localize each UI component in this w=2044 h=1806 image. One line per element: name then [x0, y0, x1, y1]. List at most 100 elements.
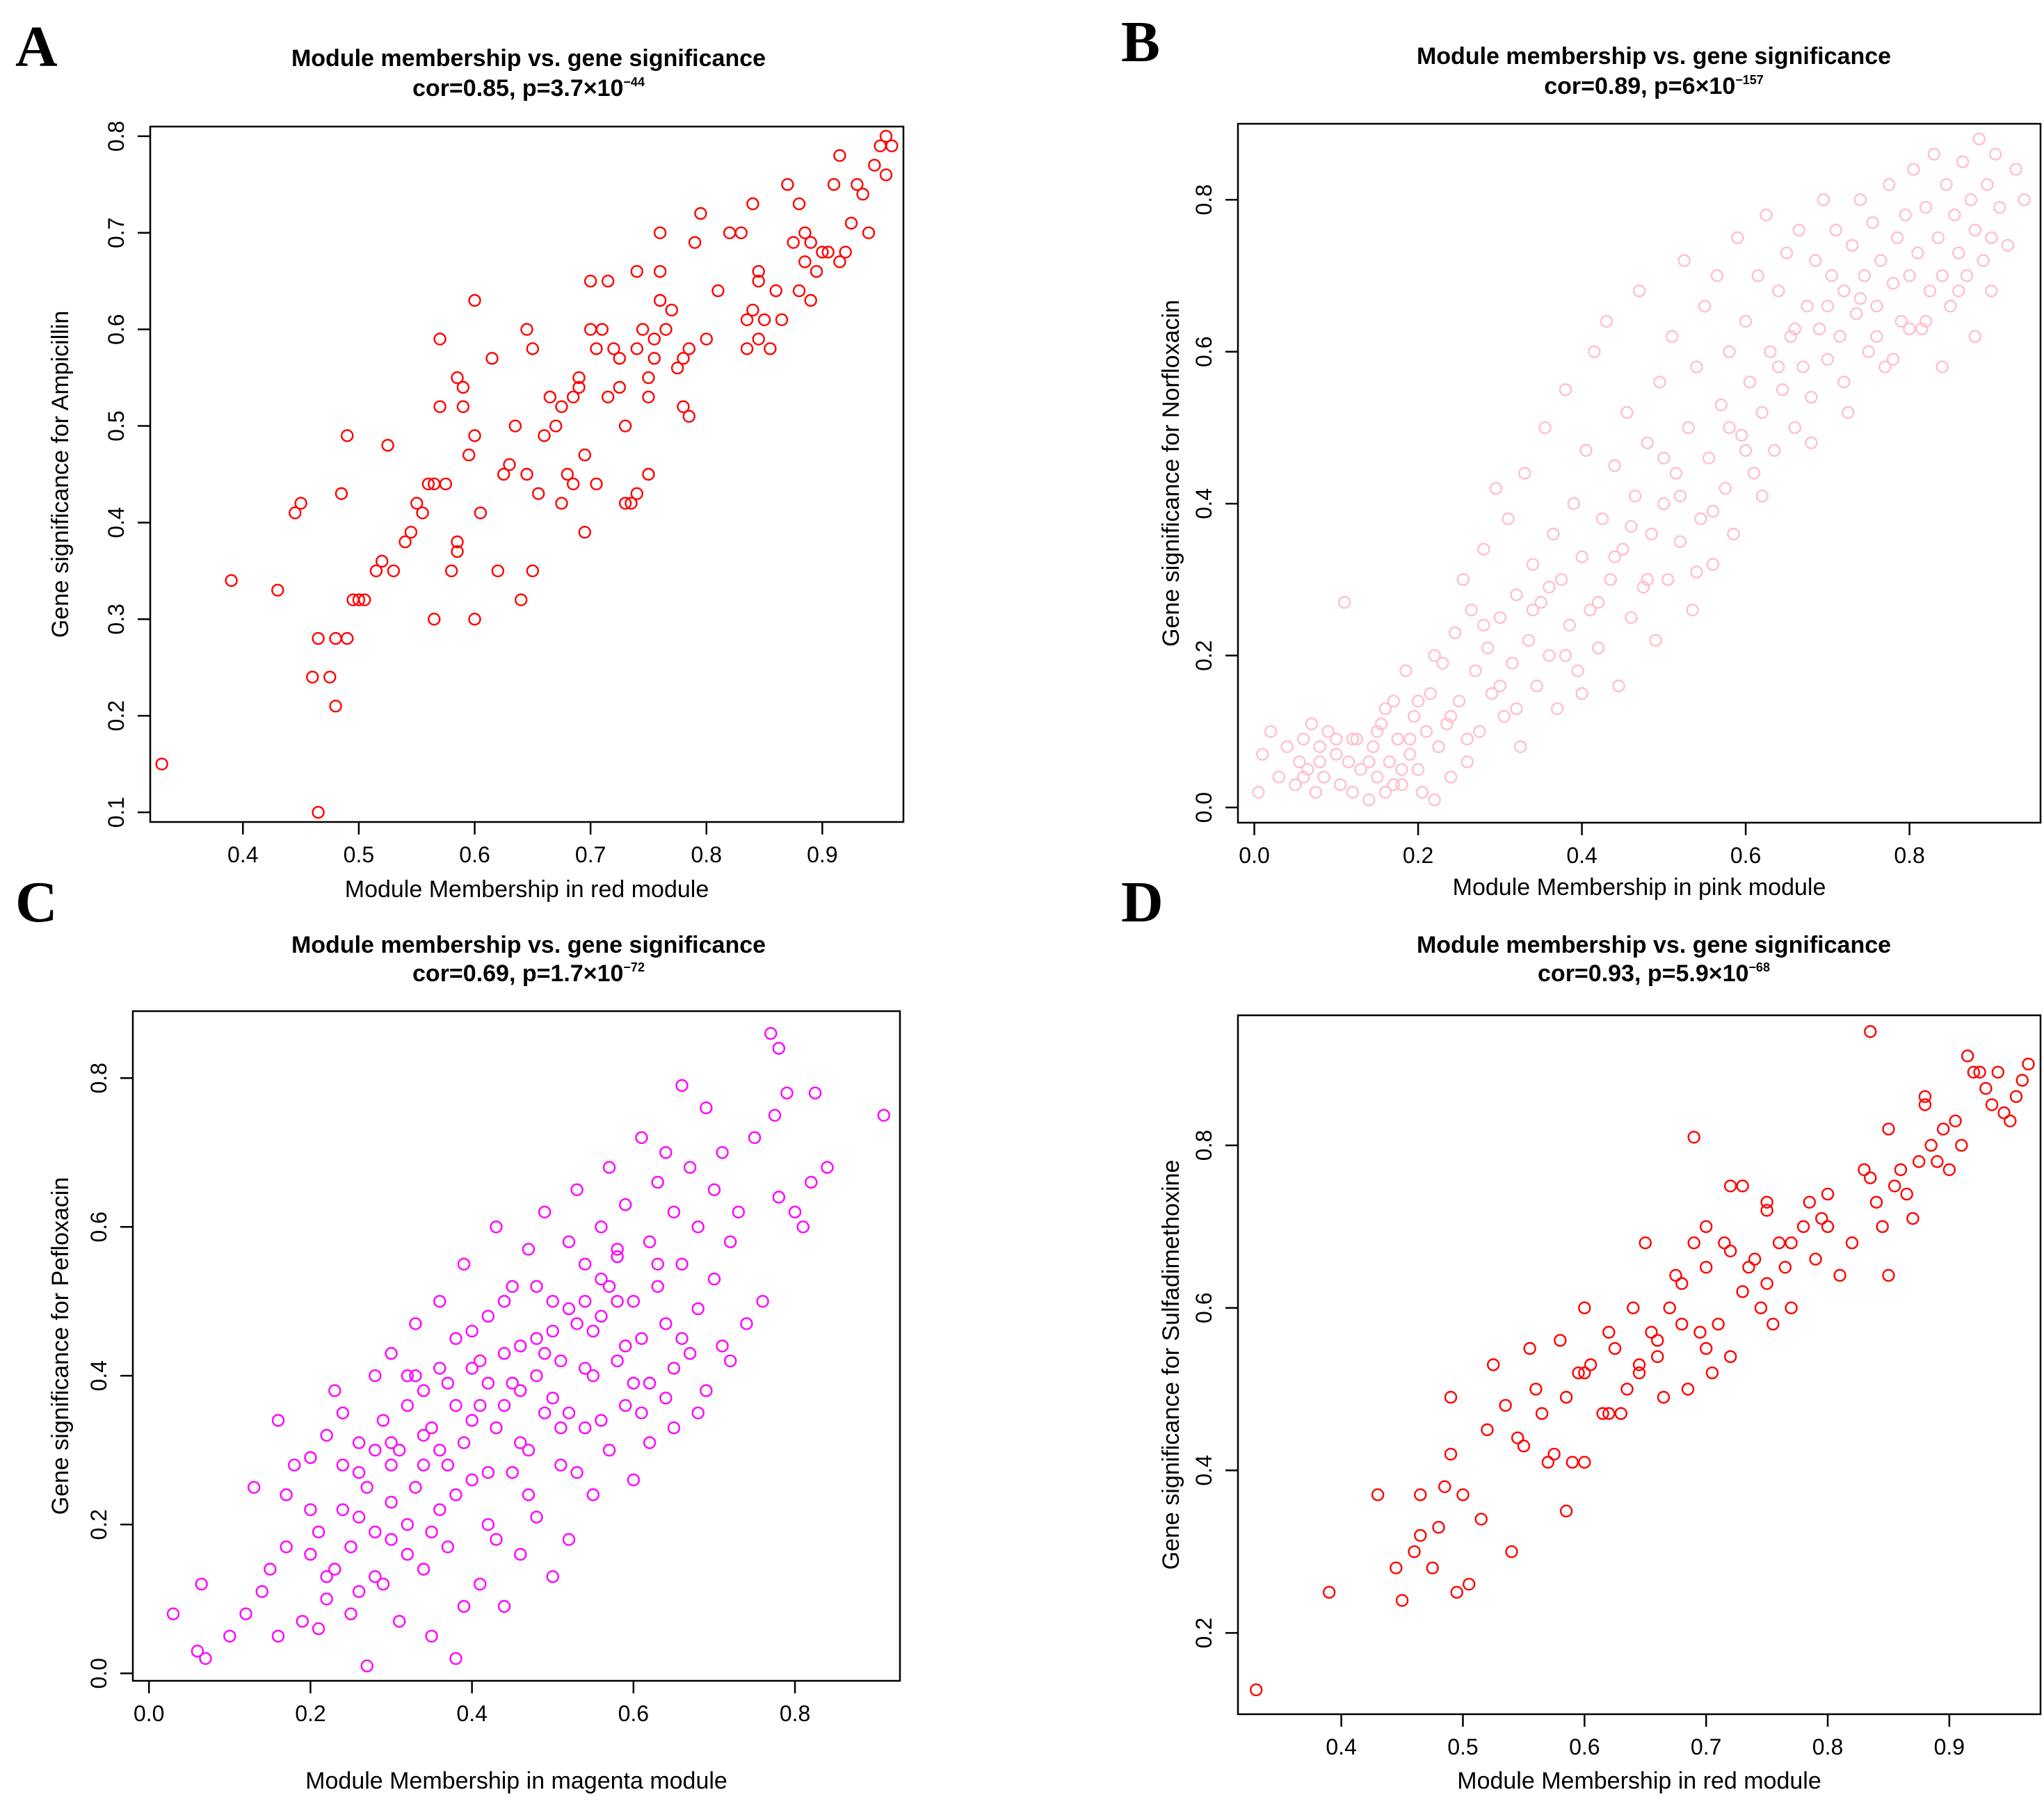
data-point	[1602, 1325, 1616, 1339]
data-point	[833, 149, 846, 162]
data-point	[651, 1280, 664, 1293]
data-point	[839, 245, 852, 259]
data-point	[320, 1570, 333, 1583]
data-point	[1940, 178, 1953, 191]
data-point	[376, 554, 389, 568]
data-point	[1864, 1025, 1877, 1038]
data-point	[1322, 1586, 1336, 1599]
data-point	[642, 467, 655, 481]
data-point	[1608, 550, 1621, 563]
data-point	[643, 1376, 657, 1390]
data-point	[555, 400, 568, 413]
y-tick-label: 0.6	[86, 1211, 111, 1242]
x-tick-label: 0.4	[227, 842, 258, 867]
data-point	[2009, 1090, 2023, 1104]
data-point	[294, 497, 307, 510]
data-point	[1968, 223, 1981, 237]
data-point	[1748, 1252, 1762, 1266]
data-point	[1346, 732, 1360, 746]
data-point	[1463, 1577, 1476, 1591]
data-point	[441, 1458, 455, 1472]
data-point	[312, 631, 325, 645]
data-point	[752, 275, 765, 288]
data-point	[1792, 223, 1805, 237]
data-point	[1378, 786, 1392, 799]
data-point	[399, 535, 412, 549]
x-tick-label: 0.6	[618, 1701, 649, 1726]
data-point	[562, 1302, 576, 1316]
data-point	[280, 1540, 293, 1554]
x-tick-label: 0.9	[1934, 1734, 1965, 1759]
data-point	[1505, 1545, 1518, 1558]
x-tick-label: 0.8	[691, 842, 722, 867]
data-point	[465, 1362, 478, 1375]
data-point	[1906, 1211, 1920, 1225]
data-point	[1931, 1155, 1944, 1168]
data-point	[1956, 155, 1970, 168]
data-point	[1849, 307, 1863, 321]
data-point	[385, 1436, 398, 1449]
data-point	[1682, 421, 1695, 435]
x-tick-label: 0.6	[1569, 1734, 1600, 1759]
data-point	[457, 1257, 471, 1271]
data-point	[417, 1563, 430, 1576]
data-point	[1747, 467, 1761, 480]
data-point	[1878, 360, 1892, 373]
data-point	[433, 1362, 446, 1375]
data-point	[1669, 467, 1683, 480]
data-point	[1894, 314, 1908, 328]
data-point	[392, 1615, 406, 1628]
data-point	[449, 1488, 462, 1501]
data-point	[619, 1398, 632, 1412]
data-point	[590, 342, 603, 355]
subtitle-prefix: cor=0.69, p=1.7×10	[412, 960, 623, 987]
data-point	[769, 284, 782, 298]
data-point	[481, 1376, 495, 1390]
data-point	[1977, 254, 1990, 267]
data-point	[1588, 345, 1601, 358]
data-point	[1407, 709, 1421, 723]
data-point	[506, 1466, 519, 1479]
data-point	[1511, 1431, 1524, 1444]
data-point	[1870, 299, 1883, 313]
data-point	[877, 1108, 890, 1122]
data-point	[417, 1428, 430, 1442]
data-point	[578, 1421, 592, 1435]
data-point	[1919, 314, 1933, 328]
y-axis-label: Gene significance for Ampicillin	[47, 311, 74, 638]
data-point	[1780, 246, 1794, 259]
data-point	[306, 670, 319, 684]
data-point	[1559, 383, 1572, 396]
data-point	[602, 1161, 616, 1174]
data-point	[352, 593, 366, 606]
data-point	[659, 1317, 673, 1330]
data-point	[775, 313, 789, 326]
data-point	[792, 284, 806, 298]
y-tick-label: 0.2	[86, 1509, 111, 1540]
data-point	[627, 1295, 641, 1308]
data-point	[312, 1525, 325, 1539]
data-point	[1651, 1350, 1664, 1364]
data-point	[1575, 687, 1588, 700]
data-point	[1690, 565, 1703, 579]
data-point	[653, 226, 667, 239]
data-point	[433, 1503, 446, 1517]
data-point	[1444, 771, 1458, 784]
data-point	[1620, 405, 1634, 419]
y-axis-label: Gene significance for Sulfadimethoxine	[1158, 1160, 1184, 1570]
data-point	[570, 1183, 584, 1197]
data-point	[595, 1309, 608, 1323]
plot-frame	[149, 125, 905, 823]
data-point	[1985, 284, 1998, 298]
subtitle-prefix: cor=0.89, p=6×10	[1544, 73, 1735, 99]
data-point	[2018, 193, 2031, 207]
data-point	[360, 1659, 373, 1672]
data-point	[352, 1466, 366, 1479]
data-point	[312, 805, 325, 819]
data-point	[401, 1369, 414, 1382]
data-point	[474, 1354, 487, 1368]
data-point	[304, 1451, 317, 1465]
data-point	[1469, 664, 1482, 677]
data-point	[1403, 748, 1417, 761]
data-point	[433, 1444, 446, 1457]
